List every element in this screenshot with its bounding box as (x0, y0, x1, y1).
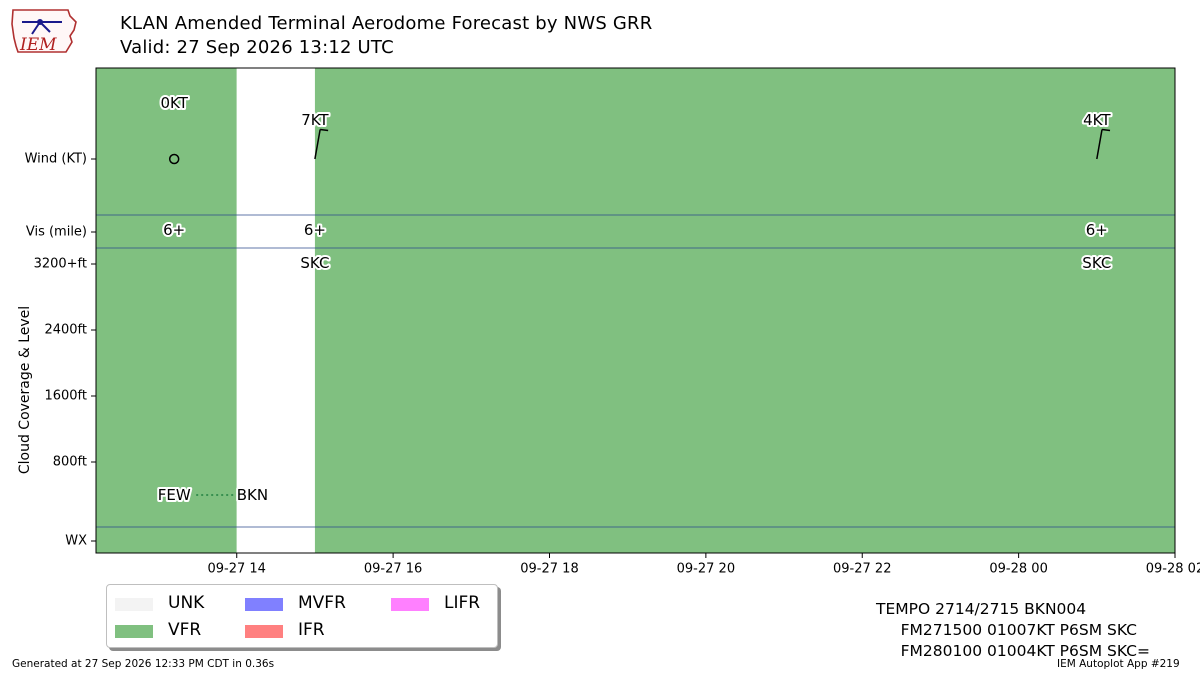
chart-subtitle: Valid: 27 Sep 2026 13:12 UTC (120, 37, 394, 58)
wind-label: 0KT (160, 94, 188, 112)
wind-barb-flag (1101, 128, 1111, 132)
y-axis-label: Cloud Coverage & Level (17, 306, 33, 474)
legend-swatch-ifr (245, 625, 283, 638)
taf-line: FM271500 01007KT P6SM SKC (876, 621, 1138, 639)
y-tick-label: Wind (KT) (25, 152, 87, 167)
taf-line: TEMPO 2714/2715 BKN004 (876, 600, 1087, 618)
x-tick-label: 09-27 18 (520, 562, 578, 577)
wind-label: 7KT (301, 111, 329, 129)
logo-text: IEM (19, 35, 57, 55)
y-tick-label: WX (65, 534, 87, 549)
sky-cover-label: SKC (1082, 254, 1111, 272)
visibility-label: 6+ (1086, 221, 1108, 239)
visibility-label: 6+ (304, 221, 326, 239)
flight-category-band-vfr (96, 68, 237, 553)
legend-swatch-vfr (115, 625, 153, 638)
wind-barb-staff (314, 129, 321, 160)
iowa-map-icon: IEM (11, 9, 77, 55)
taf-line: FM280100 01004KT P6SM SKC= (876, 642, 1150, 660)
legend-label-ifr: IFR (298, 620, 325, 640)
legend: UNK VFR MVFR IFR LIFR (106, 584, 498, 648)
y-tick-label: Vis (mile) (26, 225, 87, 240)
legend-swatch-lifr (391, 598, 429, 611)
legend-label-unk: UNK (168, 593, 205, 613)
y-tick-label: 3200+ft (34, 257, 87, 272)
cloud-layer-label: BKN (237, 486, 268, 504)
flight-category-band-unk (236, 68, 315, 553)
chart-title: KLAN Amended Terminal Aerodome Forecast … (120, 13, 653, 34)
iem-logo: IEM (10, 6, 80, 58)
generated-note: Generated at 27 Sep 2026 12:33 PM CDT in… (12, 658, 275, 670)
legend-label-mvfr: MVFR (298, 593, 346, 613)
x-tick-label: 09-27 16 (364, 562, 422, 577)
x-tick-label: 09-27 14 (208, 562, 266, 577)
y-tick-label: 2400ft (44, 323, 87, 338)
sky-cover-label: SKC (300, 254, 329, 272)
legend-swatch-mvfr (245, 598, 283, 611)
x-tick-label: 09-27 22 (833, 562, 891, 577)
cloud-layer-label: FEW (158, 486, 191, 504)
calm-wind-circle (168, 153, 180, 165)
flight-category-band-vfr (314, 68, 1175, 553)
y-tick-label: 800ft (53, 455, 87, 470)
wind-label: 4KT (1083, 111, 1111, 129)
legend-swatch-unk (115, 598, 153, 611)
y-tick-label: 1600ft (44, 389, 87, 404)
legend-label-lifr: LIFR (444, 593, 481, 613)
x-tick-label: 09-28 02 (1146, 562, 1200, 577)
x-tick-label: 09-28 00 (989, 562, 1047, 577)
plot-frame (95, 67, 1176, 554)
wind-barb-flag (320, 128, 329, 132)
legend-label-vfr: VFR (168, 620, 202, 640)
wind-barb-staff (1096, 129, 1103, 160)
x-tick-label: 09-27 20 (677, 562, 735, 577)
app-note: IEM Autoplot App #219 (1057, 658, 1180, 670)
visibility-label: 6+ (163, 221, 185, 239)
